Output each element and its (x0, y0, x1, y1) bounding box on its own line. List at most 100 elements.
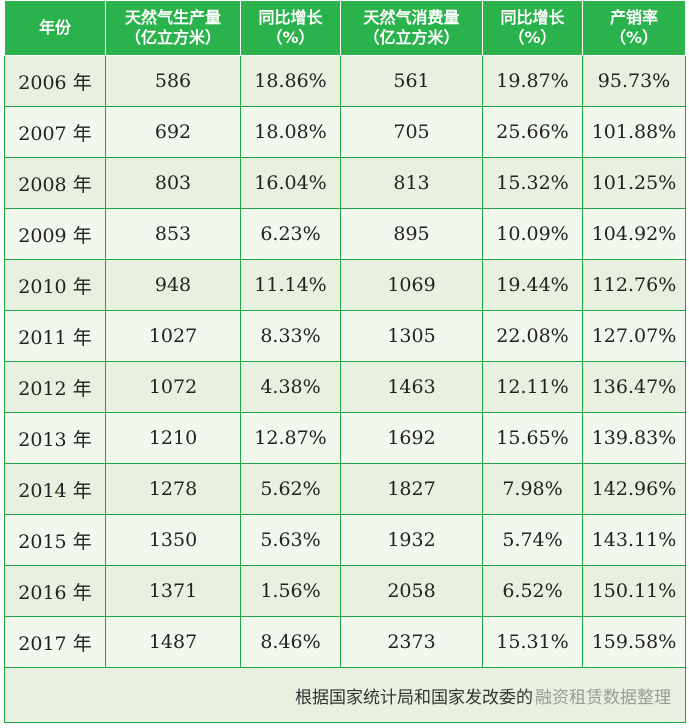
header-line1: 产销率 (609, 8, 658, 27)
table-row: 2009 年 853 6.23% 895 10.09% 104.92% (4, 208, 686, 260)
cell-production-growth: 18.08% (240, 106, 341, 158)
header-row: 年份 天然气生产量 （亿立方米） 同比增长 （%） 天然气消费量 （亿立方米） 同比增… (4, 0, 686, 56)
cell-consumption-growth: 15.32% (482, 157, 583, 209)
cell-consumption: 2058 (340, 565, 483, 617)
cell-consumption-growth: 5.74% (482, 514, 583, 566)
source-note: 根据国家统计局和国家发改委的 融资租赁数据整理 (4, 667, 686, 723)
cell-year: 2008 年 (4, 157, 106, 209)
cell-production-growth: 11.14% (240, 259, 341, 311)
table-row: 2006 年 586 18.86% 561 19.87% 95.73% (4, 55, 686, 107)
cell-production: 586 (105, 55, 241, 107)
cell-year: 2016 年 (4, 565, 106, 617)
header-line1: 同比增长 (258, 8, 323, 27)
cell-year: 2007 年 (4, 106, 106, 158)
header-line1: 天然气生产量 (124, 8, 221, 27)
header-year: 年份 (4, 0, 106, 56)
cell-year: 2014 年 (4, 463, 106, 515)
cell-year: 2017 年 (4, 616, 106, 668)
header-line1: 天然气消费量 (363, 8, 460, 27)
cell-consumption-growth: 19.87% (482, 55, 583, 107)
cell-consumption-growth: 15.31% (482, 616, 583, 668)
cell-production: 803 (105, 157, 241, 209)
cell-ratio: 150.11% (582, 565, 686, 617)
cell-year: 2010 年 (4, 259, 106, 311)
cell-year: 2012 年 (4, 361, 106, 413)
cell-production: 692 (105, 106, 241, 158)
header-production: 天然气生产量 （亿立方米） (105, 0, 241, 56)
cell-consumption: 2373 (340, 616, 483, 668)
cell-consumption: 1827 (340, 463, 483, 515)
cell-production: 1027 (105, 310, 241, 362)
source-text: 根据国家统计局和国家发改委的 (295, 687, 533, 708)
cell-ratio: 143.11% (582, 514, 686, 566)
cell-production-growth: 16.04% (240, 157, 341, 209)
cell-production: 1072 (105, 361, 241, 413)
header-consumption-growth: 同比增长 （%） (482, 0, 583, 56)
cell-production: 1487 (105, 616, 241, 668)
cell-year: 2013 年 (4, 412, 106, 464)
cell-production-growth: 8.33% (240, 310, 341, 362)
cell-consumption: 813 (340, 157, 483, 209)
cell-production: 1350 (105, 514, 241, 566)
table-container: 年份 天然气生产量 （亿立方米） 同比增长 （%） 天然气消费量 （亿立方米） 同比增… (4, 0, 686, 723)
cell-production-growth: 5.63% (240, 514, 341, 566)
table-row: 2008 年 803 16.04% 813 15.32% 101.25% (4, 157, 686, 209)
cell-consumption: 895 (340, 208, 483, 260)
table-row: 2013 年 1210 12.87% 1692 15.65% 139.83% (4, 412, 686, 464)
cell-consumption: 705 (340, 106, 483, 158)
cell-production-growth: 1.56% (240, 565, 341, 617)
cell-ratio: 101.88% (582, 106, 686, 158)
cell-production: 948 (105, 259, 241, 311)
header-line2: （亿立方米） (124, 28, 221, 47)
cell-production: 1210 (105, 412, 241, 464)
cell-consumption: 1305 (340, 310, 483, 362)
header-line1: 同比增长 (500, 8, 565, 27)
cell-production: 853 (105, 208, 241, 260)
cell-ratio: 112.76% (582, 259, 686, 311)
cell-consumption-growth: 6.52% (482, 565, 583, 617)
cell-year: 2015 年 (4, 514, 106, 566)
header-line2: （亿立方米） (363, 28, 460, 47)
header-line2: （%） (508, 28, 557, 47)
header-line2: （%） (266, 28, 315, 47)
cell-production: 1371 (105, 565, 241, 617)
footer-row: 根据国家统计局和国家发改委的 融资租赁数据整理 (4, 667, 686, 723)
cell-consumption: 1463 (340, 361, 483, 413)
cell-production-growth: 6.23% (240, 208, 341, 260)
header-ratio: 产销率 （%） (582, 0, 686, 56)
table-row: 2012 年 1072 4.38% 1463 12.11% 136.47% (4, 361, 686, 413)
table-row: 2007 年 692 18.08% 705 25.66% 101.88% (4, 106, 686, 158)
cell-consumption: 561 (340, 55, 483, 107)
cell-consumption-growth: 12.11% (482, 361, 583, 413)
cell-ratio: 101.25% (582, 157, 686, 209)
cell-consumption: 1932 (340, 514, 483, 566)
header-line1: 年份 (38, 18, 71, 37)
table-row: 2014 年 1278 5.62% 1827 7.98% 142.96% (4, 463, 686, 515)
cell-ratio: 127.07% (582, 310, 686, 362)
header-consumption: 天然气消费量 （亿立方米） (340, 0, 483, 56)
cell-consumption: 1069 (340, 259, 483, 311)
cell-consumption-growth: 25.66% (482, 106, 583, 158)
table-row: 2010 年 948 11.14% 1069 19.44% 112.76% (4, 259, 686, 311)
cell-ratio: 142.96% (582, 463, 686, 515)
cell-production-growth: 12.87% (240, 412, 341, 464)
cell-consumption-growth: 22.08% (482, 310, 583, 362)
header-line2: （%） (609, 28, 659, 47)
cell-consumption: 1692 (340, 412, 483, 464)
cell-production-growth: 8.46% (240, 616, 341, 668)
table-body: 2006 年 586 18.86% 561 19.87% 95.73% 2007 年 692… (4, 55, 686, 668)
cell-production-growth: 18.86% (240, 55, 341, 107)
cell-year: 2011 年 (4, 310, 106, 362)
cell-ratio: 159.58% (582, 616, 686, 668)
cell-ratio: 136.47% (582, 361, 686, 413)
cell-consumption-growth: 7.98% (482, 463, 583, 515)
table-row: 2015 年 1350 5.63% 1932 5.74% 143.11% (4, 514, 686, 566)
cell-year: 2006 年 (4, 55, 106, 107)
table-footer: 根据国家统计局和国家发改委的 融资租赁数据整理 (4, 667, 686, 723)
table-row: 2011 年 1027 8.33% 1305 22.08% 127.07% (4, 310, 686, 362)
table-header: 年份 天然气生产量 （亿立方米） 同比增长 （%） 天然气消费量 （亿立方米） 同比增… (4, 0, 686, 56)
header-production-growth: 同比增长 （%） (240, 0, 341, 56)
cell-ratio: 104.92% (582, 208, 686, 260)
cell-ratio: 139.83% (582, 412, 686, 464)
cell-production-growth: 5.62% (240, 463, 341, 515)
